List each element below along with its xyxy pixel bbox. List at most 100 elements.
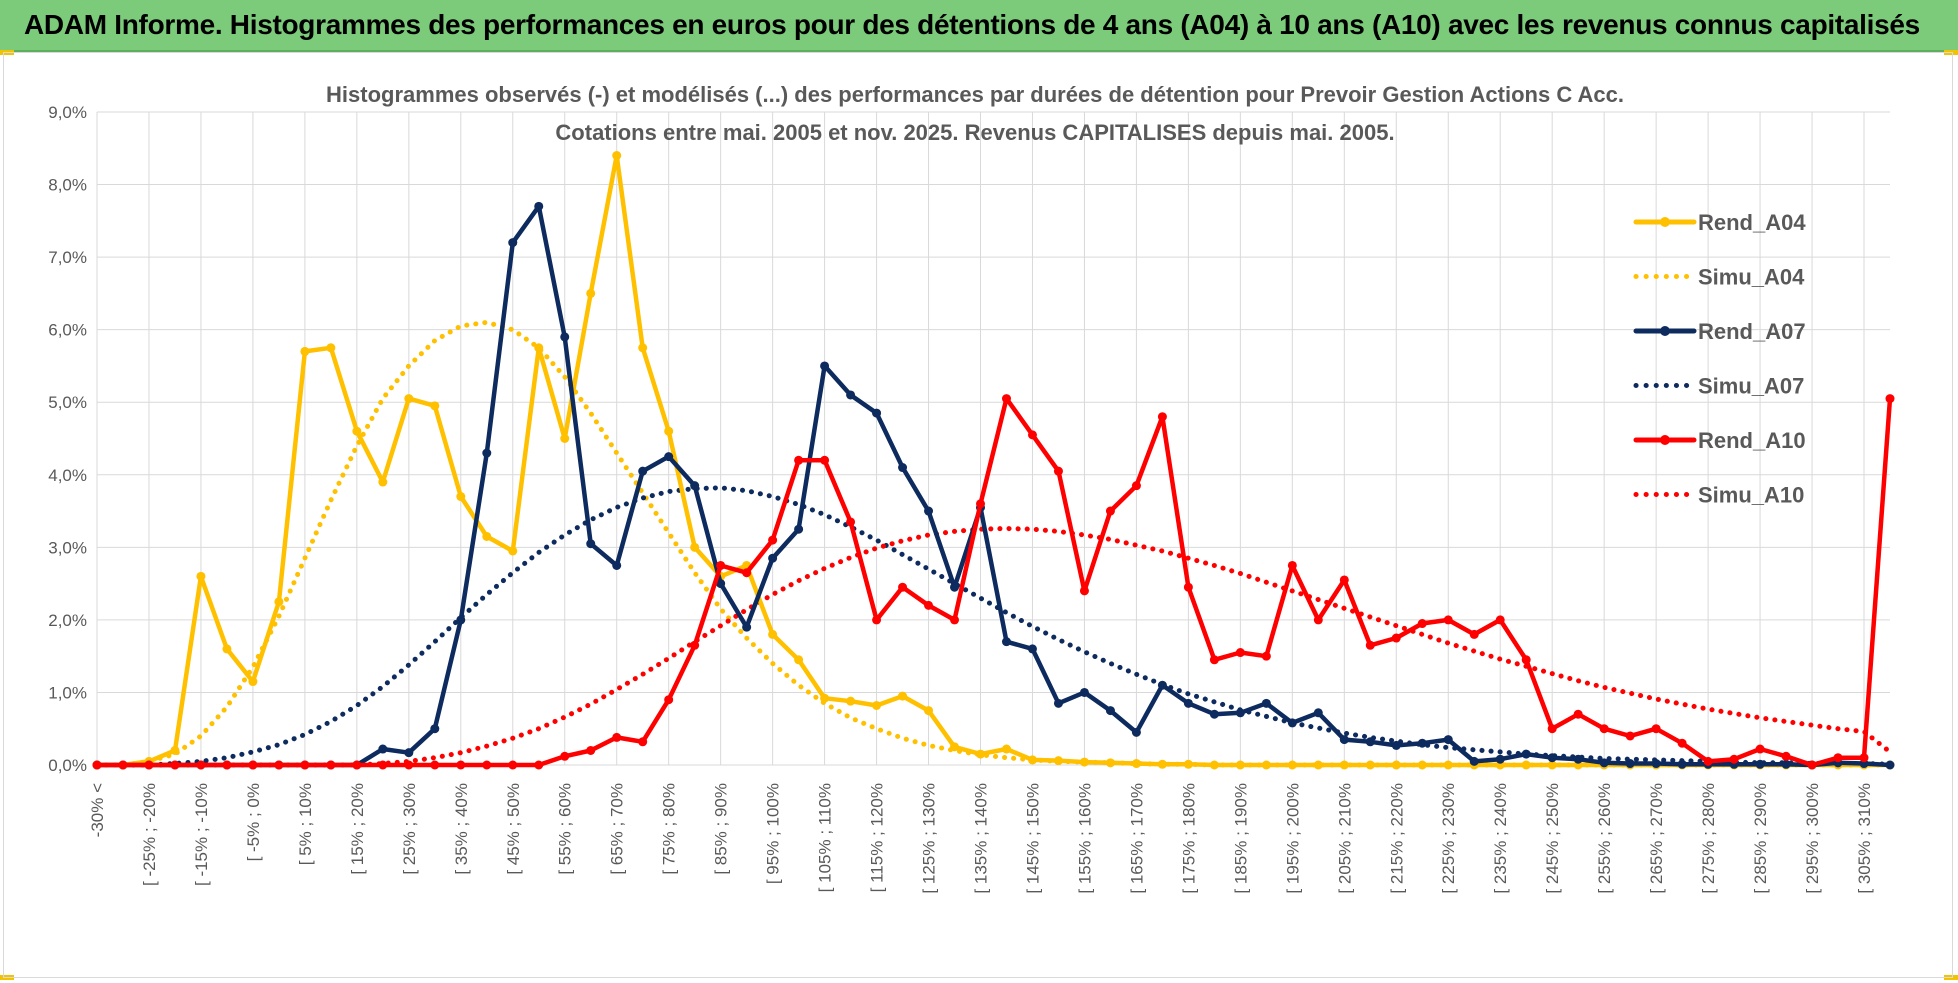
data-point-rend_a07	[1495, 754, 1505, 764]
data-point-rend_a07	[586, 539, 596, 549]
data-point-rend_a07	[1547, 753, 1557, 763]
data-point-rend_a07	[1755, 759, 1765, 769]
data-point-rend_a07	[1391, 740, 1401, 750]
data-point-rend_a04	[846, 696, 856, 706]
data-point-rend_a10	[1183, 582, 1193, 592]
legend: Rend_A04 Simu_A04 Rend_A07 Simu_A07 Rend_A10…	[1633, 210, 1806, 508]
data-point-rend_a10	[1521, 655, 1531, 665]
data-point-rend_a04	[1235, 760, 1245, 770]
data-point-rend_a07	[1781, 759, 1791, 769]
data-point-rend_a10	[768, 535, 778, 545]
data-point-rend_a04	[1521, 760, 1531, 770]
legend-label: Rend_A07	[1698, 319, 1806, 344]
data-point-rend_a04	[1287, 760, 1297, 770]
x-tick-label: [ 295% ; 300%	[1803, 783, 1822, 894]
data-point-rend_a07	[430, 724, 440, 734]
data-point-rend_a10	[664, 695, 674, 705]
data-point-rend_a04	[508, 546, 518, 556]
x-tick-label: [ 305% ; 310%	[1855, 783, 1874, 894]
data-point-rend_a04	[1547, 760, 1557, 770]
data-point-rend_a04	[950, 742, 960, 752]
data-point-rend_a10	[1443, 615, 1453, 625]
data-point-rend_a04	[1053, 756, 1063, 766]
chart-title: Histogrammes observés (-) et modélisés (…	[326, 82, 1624, 107]
y-tick-label: 6,0%	[48, 321, 87, 340]
chart-frame	[3, 52, 1953, 978]
data-point-rend_a07	[508, 238, 518, 248]
data-point-rend_a10	[430, 760, 440, 770]
data-point-rend_a07	[898, 463, 908, 473]
data-point-rend_a10	[1209, 655, 1219, 665]
data-point-rend_a04	[1157, 759, 1167, 769]
data-point-rend_a04	[300, 346, 310, 356]
data-point-rend_a07	[1053, 698, 1063, 708]
data-point-rend_a10	[1027, 430, 1037, 440]
data-point-rend_a07	[1469, 756, 1479, 766]
data-point-rend_a10	[1599, 724, 1609, 734]
data-point-rend_a04	[1131, 759, 1141, 769]
data-point-rend_a04	[326, 343, 336, 353]
x-tick-label: [ 215% ; 220%	[1387, 783, 1406, 894]
data-point-rend_a04	[404, 394, 414, 404]
data-point-rend_a04	[898, 691, 908, 701]
data-point-rend_a10	[1573, 709, 1583, 719]
data-point-rend_a07	[456, 615, 466, 625]
series-line-simu_a07	[94, 485, 1893, 768]
data-point-rend_a10	[456, 760, 466, 770]
data-point-rend_a10	[378, 760, 388, 770]
data-point-rend_a10	[1807, 760, 1817, 770]
data-point-rend_a07	[1313, 708, 1323, 718]
legend-label: Simu_A04	[1698, 265, 1805, 290]
data-point-rend_a04	[352, 426, 362, 436]
gridlines	[96, 111, 1890, 766]
data-point-rend_a07	[846, 390, 856, 400]
data-point-rend_a07	[1209, 709, 1219, 719]
data-point-rend_a04	[1079, 757, 1089, 767]
x-tick-label: [ 105% ; 110%	[816, 783, 835, 892]
data-point-rend_a07	[872, 408, 882, 418]
data-point-rend_a04	[638, 343, 648, 353]
data-point-rend_a04	[1209, 760, 1219, 770]
data-point-rend_a07	[1625, 759, 1635, 769]
legend-marker	[1660, 435, 1670, 445]
data-point-rend_a07	[1599, 758, 1609, 768]
data-point-rend_a04	[612, 151, 622, 161]
data-point-rend_a07	[1157, 680, 1167, 690]
data-point-rend_a07	[1573, 754, 1583, 764]
x-tick-label: [ 235% ; 240%	[1491, 783, 1510, 894]
data-point-rend_a07	[716, 579, 726, 589]
data-point-rend_a10	[300, 760, 310, 770]
data-point-rend_a10	[1365, 640, 1375, 650]
x-tick-label: [ 255% ; 260%	[1595, 783, 1614, 894]
data-point-rend_a07	[1235, 708, 1245, 718]
data-point-rend_a10	[274, 760, 284, 770]
data-point-rend_a04	[534, 343, 544, 353]
data-point-rend_a10	[170, 760, 180, 770]
x-tick-label: [ 275% ; 280%	[1699, 783, 1718, 894]
data-point-rend_a07	[1183, 698, 1193, 708]
data-point-rend_a10	[690, 640, 700, 650]
data-point-rend_a07	[1105, 706, 1115, 716]
data-point-rend_a07	[1443, 735, 1453, 745]
data-point-rend_a04	[430, 401, 440, 411]
data-point-rend_a10	[1547, 724, 1557, 734]
data-point-rend_a04	[1105, 758, 1115, 768]
data-point-rend_a10	[1703, 756, 1713, 766]
data-point-rend_a10	[924, 600, 934, 610]
data-point-rend_a10	[1755, 744, 1765, 754]
data-point-rend_a04	[456, 492, 466, 502]
data-point-rend_a10	[1469, 629, 1479, 639]
data-point-rend_a04	[794, 655, 804, 665]
x-tick-label: [ 45% ; 50%	[504, 783, 523, 875]
y-tick-label: 2,0%	[48, 611, 87, 630]
data-point-rend_a10	[248, 760, 258, 770]
data-point-rend_a10	[1235, 648, 1245, 658]
data-point-rend_a10	[1287, 560, 1297, 570]
data-point-rend_a04	[1261, 760, 1271, 770]
legend-label: Simu_A07	[1698, 374, 1804, 399]
data-point-rend_a10	[118, 760, 128, 770]
data-point-rend_a04	[872, 701, 882, 711]
x-tick-label: [ 35% ; 40%	[452, 783, 471, 875]
data-point-rend_a10	[898, 582, 908, 592]
x-tick-label: [ 125% ; 130%	[920, 783, 939, 894]
